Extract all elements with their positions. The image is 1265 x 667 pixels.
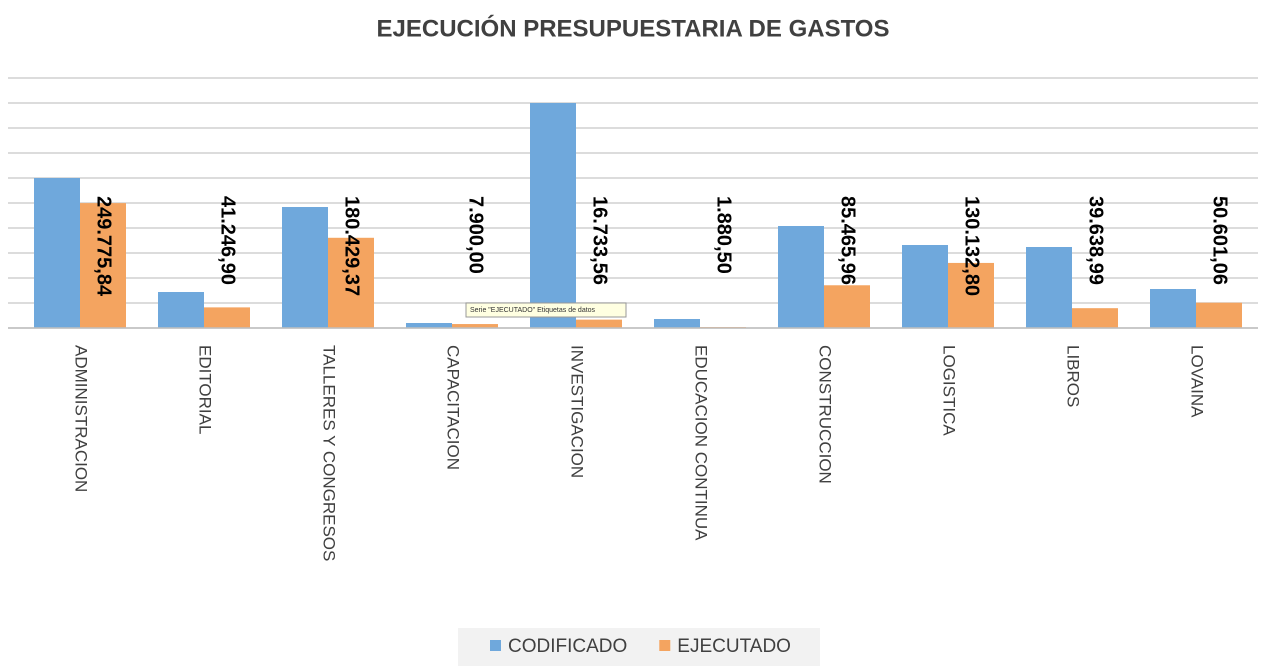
- data-label: 39.638,99: [1085, 196, 1107, 285]
- bar: [530, 103, 576, 328]
- bar: [328, 237, 374, 328]
- bar: [1026, 247, 1072, 328]
- bar: [576, 319, 622, 328]
- x-tick-label: ADMINISTRACION: [72, 345, 91, 492]
- x-tick-label: EDUCACION CONTINUA: [692, 345, 711, 541]
- bar: [282, 207, 328, 328]
- data-label: 41.246,90: [217, 196, 239, 285]
- bar: [158, 292, 204, 328]
- bar: [80, 203, 126, 328]
- chart-title: EJECUCIÓN PRESUPUESTARIA DE GASTOS: [377, 14, 890, 42]
- bar: [778, 226, 824, 328]
- data-label: 180.429,37: [341, 196, 363, 296]
- bar: [204, 307, 250, 328]
- bar: [1072, 308, 1118, 328]
- x-tick-label: CAPACITACION: [444, 345, 463, 470]
- x-tick-label: LIBROS: [1064, 345, 1083, 407]
- bar: [406, 323, 452, 328]
- data-label: 130.132,80: [961, 196, 983, 296]
- data-label: 7.900,00: [465, 196, 487, 274]
- data-label: 50.601,06: [1209, 196, 1231, 285]
- x-tick-label: TALLERES Y CONGRESOS: [320, 345, 339, 561]
- data-label: 16.733,56: [589, 196, 611, 285]
- data-label: 85.465,96: [837, 196, 859, 285]
- tooltip: Serie "EJECUTADO" Etiquetas de datos: [465, 302, 627, 318]
- tooltip-text: Serie "EJECUTADO" Etiquetas de datos: [470, 307, 596, 314]
- x-tick-label: EDITORIAL: [196, 345, 215, 434]
- legend-label: CODIFICADO: [508, 636, 627, 657]
- bar: [452, 324, 498, 328]
- x-tick-label: LOGISTICA: [940, 345, 959, 436]
- legend-label: EJECUTADO: [677, 636, 791, 657]
- legend-swatch: [659, 640, 671, 651]
- bar: [34, 178, 80, 328]
- data-label: 249.775,84: [93, 196, 115, 297]
- bar: [1150, 289, 1196, 328]
- x-tick-label: LOVAINA: [1188, 345, 1207, 418]
- legend-swatch: [490, 640, 501, 651]
- tooltip-box: [465, 302, 627, 318]
- bar: [824, 285, 870, 328]
- x-tick-label: INVESTIGACION: [568, 345, 587, 478]
- legend-box: [458, 628, 820, 666]
- x-tick-label: CONSTRUCCION: [816, 345, 835, 484]
- bar: [654, 319, 700, 328]
- bar: [1196, 302, 1242, 328]
- bar: [902, 245, 948, 328]
- data-label: 1.880,50: [713, 196, 735, 274]
- bar: [948, 262, 994, 328]
